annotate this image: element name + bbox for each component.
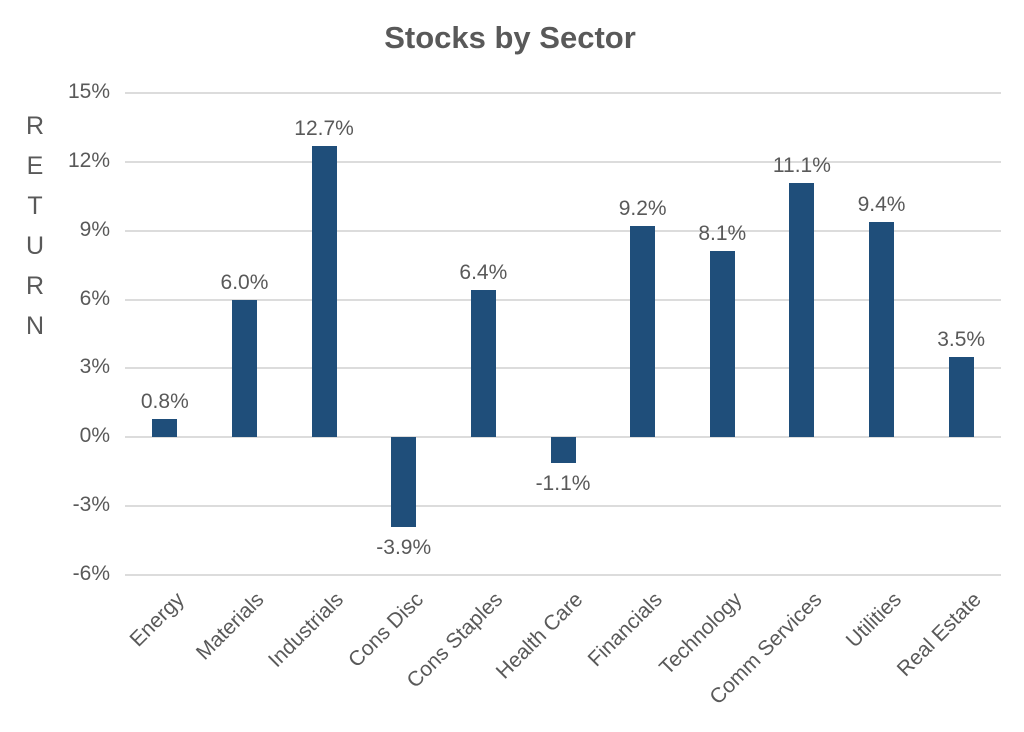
gridline — [125, 298, 1001, 301]
bar-industrials — [311, 145, 337, 438]
x-axis-category-label: Cons Disc — [344, 588, 428, 672]
y-axis-tick-label: 12% — [67, 148, 110, 172]
y-axis-tick-label: 3% — [79, 355, 110, 379]
y-axis-tick-label: -3% — [72, 493, 110, 517]
gridline — [125, 505, 1001, 508]
y-axis-tick-label: 6% — [79, 286, 110, 310]
bar-materials — [231, 299, 257, 438]
y-axis-title-letter: R — [25, 272, 45, 300]
bar-value-label: 0.8% — [140, 389, 189, 413]
y-axis-tick-label: 15% — [67, 80, 110, 103]
gridline — [125, 160, 1001, 163]
bar-real-estate — [948, 356, 974, 438]
bar-value-label: -1.1% — [535, 471, 591, 495]
bar-value-label: -3.9% — [376, 535, 432, 559]
y-axis-tick-label: -6% — [72, 562, 110, 585]
bar-value-label: 9.2% — [618, 197, 667, 221]
bar-value-label: 3.5% — [937, 327, 986, 351]
bar-value-label: 6.0% — [220, 270, 269, 294]
gridline — [125, 367, 1001, 370]
bar-cons-disc — [391, 437, 417, 527]
x-axis-category-label: Materials — [192, 588, 269, 665]
y-axis-title-letter: U — [25, 232, 45, 260]
bar-cons-staples — [470, 290, 496, 438]
x-axis-category-label: Energy — [125, 588, 190, 652]
bar-health-care — [550, 437, 576, 463]
x-axis-category-label: Real Estate — [892, 588, 986, 682]
y-axis-tick-label: 0% — [79, 424, 110, 448]
y-axis-title-letter: R — [25, 112, 45, 140]
y-axis-title-letter: T — [27, 192, 43, 220]
bar-value-label: 8.1% — [698, 222, 747, 246]
bar-utilities — [869, 221, 895, 438]
gridline — [125, 229, 1001, 232]
y-axis-title-letter: E — [26, 152, 44, 180]
x-axis-category-label: Industrials — [264, 588, 349, 672]
bar-value-label: 12.7% — [294, 116, 354, 140]
gridline — [125, 92, 1001, 94]
bar-financials — [630, 226, 656, 438]
y-axis-title-letter: N — [25, 312, 45, 340]
bar-comm-services — [789, 182, 815, 438]
bar-energy — [152, 418, 178, 438]
x-axis-category-label: Utilities — [841, 588, 906, 653]
bar-value-label: 11.1% — [772, 153, 831, 177]
y-axis-tick-label: 9% — [79, 217, 110, 241]
bar-value-label: 9.4% — [857, 192, 906, 216]
gridline — [125, 574, 1001, 576]
bar-technology — [709, 251, 735, 438]
bar-value-label: 6.4% — [459, 261, 508, 285]
x-axis-category-label: Financials — [583, 588, 667, 672]
chart-title: Stocks by Sector — [384, 20, 636, 55]
